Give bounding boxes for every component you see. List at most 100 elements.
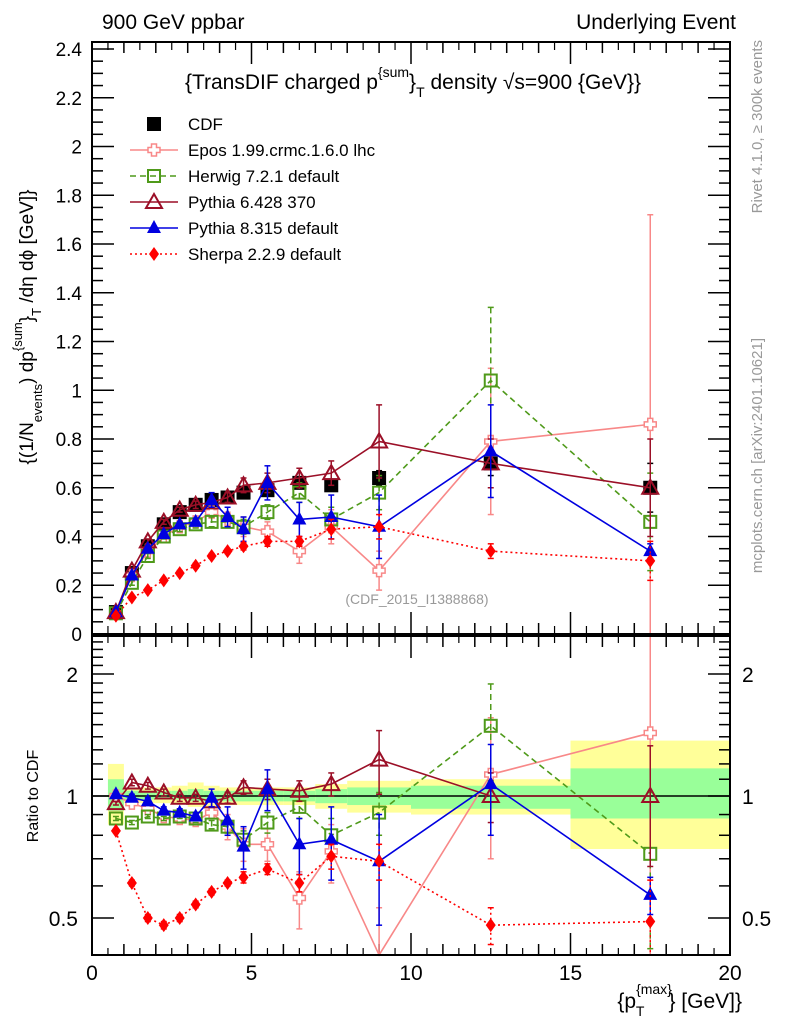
data-point xyxy=(108,786,123,800)
data-point xyxy=(260,781,275,795)
main-y-tick-label: 2.2 xyxy=(56,89,82,110)
series-line xyxy=(115,830,651,927)
data-point xyxy=(174,566,185,581)
data-point xyxy=(483,443,498,457)
legend-item-epos-1-99-crmc-1-6-0-lhc: Epos 1.99.crmc.1.6.0 lhc xyxy=(130,141,376,160)
data-point xyxy=(185,787,206,805)
data-point xyxy=(326,849,337,864)
series-pythia-8-315-default xyxy=(108,743,658,926)
ratio-uncertainty-bands xyxy=(107,740,730,849)
xlabel-post: } [GeV]} xyxy=(668,990,742,1013)
ylabel-c-sub: T xyxy=(29,308,44,316)
ratio-y-tick-label-right: 0.5 xyxy=(742,908,771,931)
ylabel-a-sub: events xyxy=(30,383,45,422)
series-sherpa-2-2-9-default xyxy=(110,823,656,956)
header-left-label: 900 GeV ppbar xyxy=(102,11,244,34)
legend-marker xyxy=(149,247,159,261)
data-point xyxy=(220,509,235,522)
main-y-tick-label: 1.4 xyxy=(56,284,83,305)
data-point xyxy=(220,812,235,826)
data-point xyxy=(172,516,187,530)
data-point xyxy=(289,467,310,485)
main-y-tick-label: 0.2 xyxy=(56,576,82,597)
ratio-frame xyxy=(91,635,731,956)
data-point xyxy=(643,726,657,740)
data-point xyxy=(222,544,233,559)
data-point xyxy=(369,749,389,767)
data-point xyxy=(292,511,307,525)
data-point xyxy=(204,789,219,803)
legend-item-cdf: CDF xyxy=(147,115,223,134)
legend-item-pythia-6-428-370: Pythia 6.428 370 xyxy=(130,191,316,212)
data-point xyxy=(233,777,254,795)
rivet-version-label: Rivet 4.1.0, ≥ 300k events xyxy=(749,40,766,213)
legend-label: CDF xyxy=(188,115,223,134)
data-point xyxy=(154,782,174,800)
data-point xyxy=(292,891,307,905)
data-point xyxy=(238,539,249,554)
data-point xyxy=(236,838,251,852)
data-point xyxy=(204,817,219,832)
main-y-tick-label: 0.4 xyxy=(56,528,83,549)
data-point xyxy=(321,463,341,481)
data-point xyxy=(188,808,203,822)
main-ticks xyxy=(91,42,731,635)
legend-item-sherpa-2-2-9-default: Sherpa 2.2.9 default xyxy=(130,245,341,264)
main-y-tick-label: 2 xyxy=(71,138,82,159)
data-point xyxy=(124,789,139,803)
data-point xyxy=(217,487,238,505)
data-point xyxy=(156,802,171,816)
mcplots-label: mcplots.cern.ch [arXiv:2401.10621] xyxy=(749,338,766,573)
ylabel-b-sup: {sum xyxy=(10,322,25,351)
data-point xyxy=(190,897,201,912)
main-y-tick-label: 1.6 xyxy=(56,235,82,256)
ratio-series-layer xyxy=(106,635,660,957)
title-post2: density √s=900 {GeV}} xyxy=(425,71,641,94)
data-point xyxy=(126,875,137,890)
data-point xyxy=(262,862,273,877)
data-point xyxy=(204,505,219,519)
legend-item-herwig-7-2-1-default: Herwig 7.2.1 default xyxy=(130,167,339,186)
header-right-label: Underlying Event xyxy=(576,11,736,34)
data-point xyxy=(262,534,273,549)
xlabel-pre: {p xyxy=(617,990,636,1013)
data-point xyxy=(206,549,217,563)
legend-item-pythia-8-315-default: Pythia 8.315 default xyxy=(130,219,339,238)
data-point xyxy=(140,793,155,807)
legend-marker xyxy=(147,169,161,183)
data-point xyxy=(324,831,339,845)
ratio-y-tick-label: 1 xyxy=(66,786,78,809)
data-point xyxy=(204,491,219,505)
data-point xyxy=(645,914,656,929)
analysis-id-annotation: (CDF_2015_I1388868) xyxy=(345,591,488,607)
data-point xyxy=(292,544,307,558)
data-point xyxy=(158,573,169,588)
main-y-tick-label: 0 xyxy=(71,625,82,646)
ratio-y-tick-label-right: 1 xyxy=(742,786,754,809)
legend-label: Pythia 6.428 370 xyxy=(188,193,316,212)
legend-marker xyxy=(147,220,161,233)
legend-label: Pythia 8.315 default xyxy=(188,219,339,238)
plot-title: {TransDIF charged p{sum}T density √s=900… xyxy=(185,64,641,100)
data-point xyxy=(140,540,155,554)
xlabel-sup: {max xyxy=(636,981,667,997)
data-point xyxy=(190,558,201,573)
data-point xyxy=(374,854,385,869)
ratio-y-tick-label-right: 2 xyxy=(742,664,754,687)
data-point xyxy=(643,886,658,900)
data-point xyxy=(106,793,126,811)
x-tick-label: 15 xyxy=(559,962,582,985)
data-point xyxy=(643,543,658,557)
series-pythia-6-428-370 xyxy=(106,404,660,620)
data-point xyxy=(483,373,498,388)
main-y-tick-label: 1 xyxy=(71,381,82,402)
x-tick-label: 5 xyxy=(246,962,258,985)
ylabel-b: ) dp xyxy=(17,351,38,384)
x-tick-label: 0 xyxy=(86,962,98,985)
x-tick-label: 10 xyxy=(399,962,422,985)
data-point xyxy=(372,563,386,578)
title-pre: {TransDIF charged p xyxy=(185,71,378,94)
x-tick-label: 20 xyxy=(718,962,741,985)
main-y-tick-label: 2.4 xyxy=(56,40,83,61)
series-pythia-6-428-370 xyxy=(106,729,660,868)
